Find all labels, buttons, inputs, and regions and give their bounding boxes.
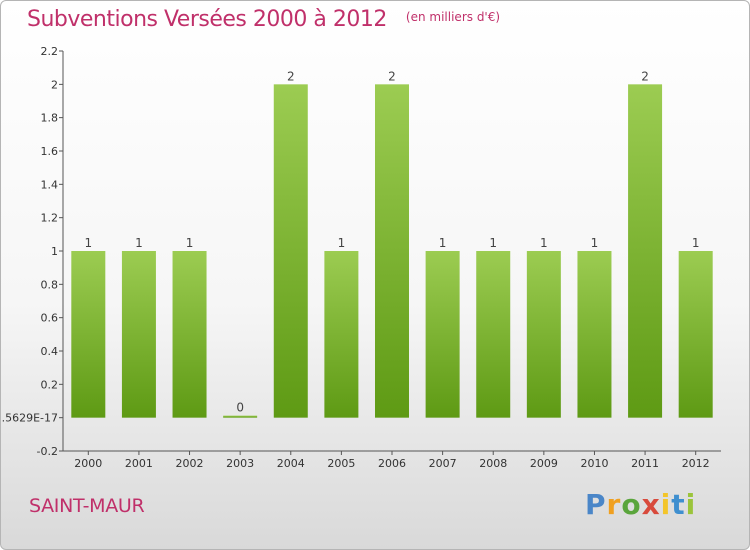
bar [172, 251, 207, 418]
bar-value-label: 1 [591, 236, 599, 250]
y-tick-label: 1.8 [41, 112, 59, 125]
bar [121, 251, 156, 418]
bar-value-label: 1 [540, 236, 548, 250]
bar [223, 415, 258, 418]
bar-value-label: 1 [186, 236, 194, 250]
x-tick-label: 2002 [176, 457, 204, 470]
bar [324, 251, 359, 418]
y-tick-label: 1 [51, 245, 58, 258]
x-tick-label: 2003 [226, 457, 254, 470]
bar [526, 251, 561, 418]
y-tick-label: 0.2 [41, 378, 59, 391]
bar [577, 251, 612, 418]
bar [678, 251, 713, 418]
chart-title: Subventions Versées 2000 à 2012 [27, 7, 387, 32]
chart-subtitle: (en milliers d'€) [405, 10, 501, 24]
x-tick-label: 2009 [530, 457, 558, 470]
bar-value-label: 1 [489, 236, 497, 250]
x-tick-label: 2005 [327, 457, 355, 470]
y-tick-label: 0.8 [41, 278, 59, 291]
bar-value-label: 0 [236, 401, 244, 415]
bar [476, 251, 511, 418]
x-tick-label: 2011 [631, 457, 659, 470]
bar-value-label: 1 [84, 236, 92, 250]
x-tick-label: 2007 [429, 457, 457, 470]
bar [425, 251, 460, 418]
bar [71, 251, 106, 418]
x-tick-label: 2006 [378, 457, 406, 470]
y-tick-label: 1.6 [41, 145, 59, 158]
y-tick-label: 2.2 [41, 45, 59, 58]
bar-value-label: 1 [692, 236, 700, 250]
title-row: Subventions Versées 2000 à 2012 (en mill… [27, 7, 500, 32]
x-tick-label: 2000 [74, 457, 102, 470]
x-tick-label: 2008 [479, 457, 507, 470]
x-tick-label: 2012 [682, 457, 710, 470]
y-tick-label: 1.4 [41, 178, 59, 191]
bar-value-label: 1 [439, 236, 447, 250]
y-tick-label: 1.2 [41, 212, 59, 225]
y-tick-label: 2 [51, 78, 58, 91]
bar [628, 84, 663, 418]
commune-name: SAINT-MAUR [29, 495, 145, 517]
y-tick-label: -0.2 [37, 445, 58, 458]
y-tick-label: -1.5629E-17 [1, 412, 58, 425]
bar-value-label: 2 [641, 69, 649, 83]
bar-value-label: 1 [135, 236, 143, 250]
x-tick-label: 2004 [277, 457, 305, 470]
x-tick-label: 2001 [125, 457, 153, 470]
proxiti-logo[interactable]: Proxiti [585, 488, 697, 521]
y-tick-label: 0.4 [41, 345, 59, 358]
bar [375, 84, 409, 418]
bar [273, 84, 308, 418]
bar-value-label: 2 [388, 69, 396, 83]
bar-value-label: 2 [287, 69, 295, 83]
y-tick-label: 0.6 [41, 312, 59, 325]
x-tick-label: 2010 [580, 457, 608, 470]
bar-value-label: 1 [338, 236, 346, 250]
